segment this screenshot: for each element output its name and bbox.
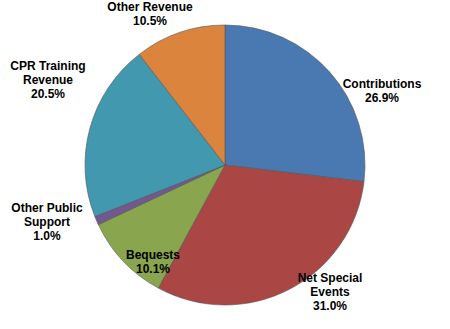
- pie-slice: [225, 25, 365, 182]
- slice-value-label: 1.0%: [33, 229, 61, 243]
- slice-label: Other PublicSupport: [11, 201, 83, 229]
- pie-slice: [139, 25, 225, 165]
- slice-label: Bequests: [126, 248, 180, 262]
- data-labels: Contributions26.9% Net SpecialEvents31.0%…: [10, 0, 421, 313]
- slice-label: Contributions: [343, 77, 422, 91]
- slice-value-label: 10.1%: [136, 262, 170, 276]
- slice-value-label: 26.9%: [365, 91, 399, 105]
- slice-value-label: 20.5%: [31, 87, 65, 101]
- slice-value-label: 31.0%: [313, 299, 347, 313]
- slice-label: Net SpecialEvents: [298, 271, 363, 299]
- slice-label: Other Revenue: [107, 0, 193, 14]
- pie-chart: Contributions26.9% Net SpecialEvents31.0%…: [0, 0, 450, 329]
- slice-label: CPR TrainingRevenue: [10, 59, 85, 87]
- chart: Contributions26.9% Net SpecialEvents31.0%…: [0, 0, 450, 329]
- slice-value-label: 10.5%: [133, 14, 167, 28]
- slices: [85, 25, 365, 305]
